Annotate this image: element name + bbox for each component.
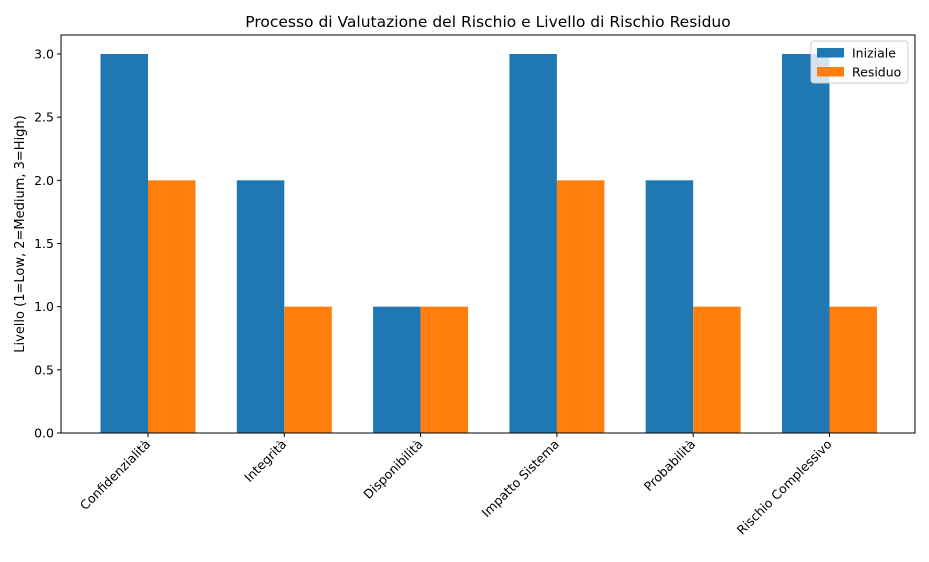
bar-iniziale-5 <box>782 54 830 433</box>
y-tick-label: 2.5 <box>34 110 54 125</box>
bar-residuo-2 <box>420 306 469 433</box>
bar-residuo-4 <box>693 306 741 433</box>
bar-iniziale-2 <box>373 306 421 433</box>
bar-residuo-3 <box>556 180 605 433</box>
legend: Iniziale Residuo <box>810 40 909 84</box>
x-tick-label: Disponibilità <box>360 437 425 502</box>
y-tick-label: 0.0 <box>34 426 54 441</box>
bar-iniziale-1 <box>236 180 285 433</box>
bar-residuo-1 <box>284 306 332 433</box>
x-tick-label: Rischio Complessivo <box>734 437 835 538</box>
plot-frame <box>60 34 916 434</box>
legend-swatch <box>817 67 844 77</box>
x-tick-label: Confidenzialità <box>77 437 153 513</box>
x-tick-label: Impatto Sistema <box>478 437 562 521</box>
bar-iniziale-4 <box>645 180 694 433</box>
y-tick-label: 0.5 <box>34 362 54 377</box>
legend-swatch <box>817 48 844 58</box>
x-tick-label: Probabilità <box>641 437 699 495</box>
legend-label: Iniziale <box>852 46 896 61</box>
y-tick-label: 1.5 <box>34 236 54 251</box>
bar-iniziale-0 <box>100 54 148 433</box>
y-tick-label: 1.0 <box>34 299 54 314</box>
bar-residuo-5 <box>829 306 877 433</box>
x-tick-label: Integrità <box>241 437 289 485</box>
y-axis-label: Livello (1=Low, 2=Medium, 3=High) <box>13 115 28 352</box>
bar-iniziale-3 <box>509 54 557 433</box>
legend-label: Residuo <box>852 65 901 80</box>
y-tick-label: 2.0 <box>34 173 54 188</box>
y-tick-label: 3.0 <box>34 47 54 62</box>
bar-residuo-0 <box>148 180 196 433</box>
chart-title: Processo di Valutazione del Rischio e Li… <box>245 13 730 31</box>
